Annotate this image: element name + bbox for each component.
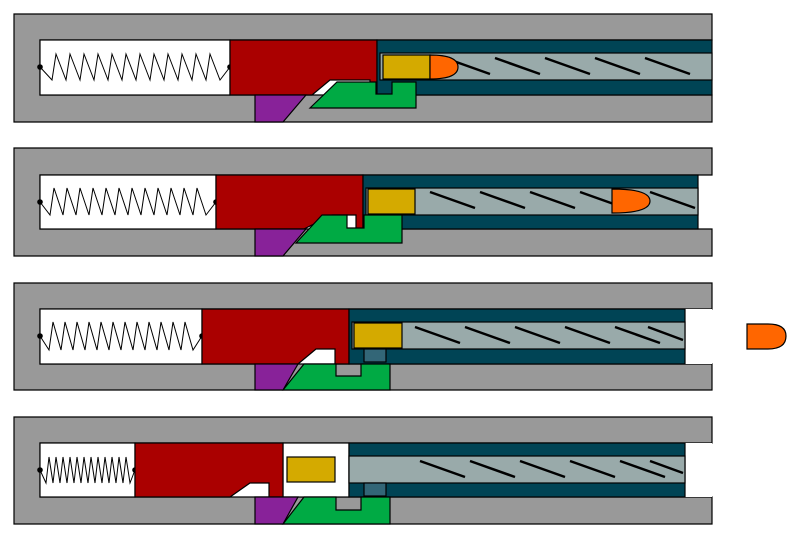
recoil-spring bbox=[39, 321, 203, 352]
trigger-bar bbox=[254, 228, 308, 257]
cartridge-case bbox=[353, 322, 403, 349]
bullet bbox=[429, 54, 459, 80]
rifling bbox=[414, 325, 684, 345]
recoil-spring bbox=[39, 52, 231, 82]
spring-pivot-rear bbox=[37, 467, 43, 473]
muzzle-gap bbox=[685, 443, 712, 497]
ejected-casing bbox=[286, 456, 336, 483]
bullet-exited bbox=[746, 323, 787, 350]
spring-chamber bbox=[39, 308, 203, 365]
rifling bbox=[419, 459, 684, 479]
recoil-spring bbox=[39, 456, 136, 485]
spring-pivot-rear bbox=[37, 199, 43, 205]
barrel-lug bbox=[363, 482, 387, 497]
panel-2 bbox=[13, 147, 713, 257]
recoil-spring bbox=[39, 187, 217, 217]
slide bbox=[201, 308, 350, 365]
muzzle-gap bbox=[685, 309, 712, 364]
cartridge-case bbox=[382, 54, 431, 80]
spring-chamber bbox=[39, 174, 217, 230]
barrel-bore bbox=[351, 321, 686, 350]
trigger-bar bbox=[254, 363, 300, 391]
locking-block bbox=[281, 363, 391, 391]
slide bbox=[134, 442, 284, 498]
cartridge-case bbox=[367, 188, 416, 215]
panel-4 bbox=[13, 416, 713, 525]
barrel-lug bbox=[363, 348, 387, 363]
locking-block bbox=[281, 496, 391, 525]
spring-pivot-rear bbox=[37, 64, 43, 70]
locking-block bbox=[294, 214, 403, 244]
trigger-bar bbox=[254, 496, 300, 525]
trigger-bar bbox=[254, 94, 308, 123]
spring-chamber bbox=[39, 442, 136, 498]
locking-block bbox=[308, 81, 417, 109]
spring-pivot-rear bbox=[37, 333, 43, 339]
panel-1 bbox=[13, 13, 713, 123]
barrel-bore bbox=[348, 455, 686, 484]
bullet bbox=[611, 188, 651, 214]
panel-3 bbox=[13, 282, 787, 391]
